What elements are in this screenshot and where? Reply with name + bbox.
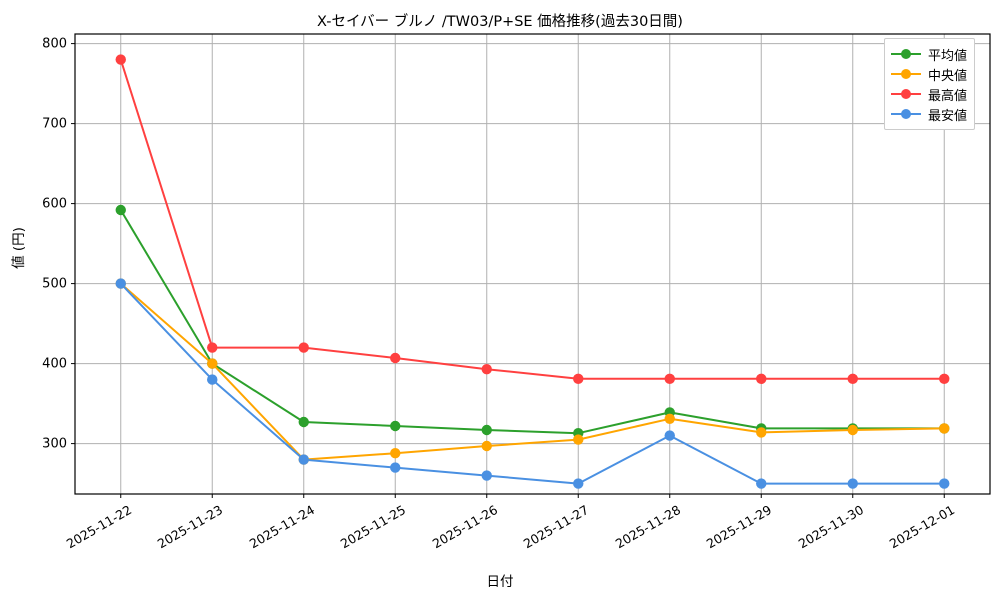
- data-point: [939, 478, 950, 489]
- data-point: [664, 373, 675, 384]
- legend-swatch-icon: [891, 48, 921, 60]
- series-line-2: [119, 58, 946, 380]
- data-point: [939, 373, 950, 384]
- y-axis-tick-label: 500: [42, 276, 67, 292]
- data-point: [481, 470, 492, 481]
- legend-label: 中央値: [928, 68, 968, 84]
- data-point: [573, 478, 584, 489]
- data-point: [390, 462, 401, 473]
- legend-swatch-icon: [891, 68, 921, 80]
- legend-item-1[interactable]: 中央値: [891, 64, 967, 84]
- y-axis-tick-label: 600: [42, 196, 67, 212]
- chart-legend: 平均値中央値最高値最安値: [884, 38, 976, 130]
- data-point: [207, 358, 218, 369]
- data-point: [847, 373, 858, 384]
- x-axis-title: 日付: [486, 574, 514, 590]
- y-axis-tick-label: 400: [42, 356, 67, 372]
- legend-swatch-icon: [891, 88, 921, 100]
- legend-label: 最安値: [928, 108, 968, 124]
- data-point: [115, 204, 126, 216]
- data-point: [939, 423, 950, 434]
- data-point: [207, 342, 218, 353]
- y-axis-tick-label: 300: [42, 436, 67, 452]
- data-point: [756, 373, 767, 384]
- data-point: [298, 416, 309, 428]
- data-point: [390, 352, 401, 364]
- data-point: [481, 424, 492, 436]
- legend-item-0[interactable]: 平均値: [891, 44, 967, 64]
- legend-swatch-icon: [891, 108, 921, 120]
- data-point: [573, 373, 584, 384]
- data-point: [481, 364, 492, 375]
- data-point: [390, 420, 401, 432]
- legend-label: 平均値: [928, 48, 968, 64]
- data-point: [664, 413, 675, 424]
- y-axis-tick-label: 700: [42, 116, 67, 132]
- data-point: [390, 448, 401, 459]
- legend-item-2[interactable]: 最高値: [891, 84, 967, 104]
- y-axis-title: 値 (円): [11, 227, 27, 269]
- chart-title: X-セイバー ブルノ /TW03/P+SE 価格推移(過去30日間): [317, 14, 683, 30]
- series-line-0: [119, 209, 946, 435]
- legend-label: 最高値: [928, 88, 968, 104]
- data-point: [756, 478, 767, 489]
- data-point: [847, 424, 858, 436]
- series-line-1: [119, 282, 946, 461]
- legend-item-3[interactable]: 最安値: [891, 104, 967, 124]
- data-point: [573, 434, 584, 445]
- series-line-3: [119, 282, 946, 485]
- data-point: [481, 440, 492, 452]
- data-point: [847, 478, 858, 489]
- data-point: [756, 427, 767, 438]
- y-axis-tick-label: 800: [42, 36, 67, 52]
- data-point: [298, 454, 309, 465]
- data-point: [115, 278, 126, 289]
- data-point: [207, 374, 218, 385]
- data-point: [115, 54, 126, 65]
- data-point: [664, 430, 675, 441]
- data-point: [298, 342, 309, 353]
